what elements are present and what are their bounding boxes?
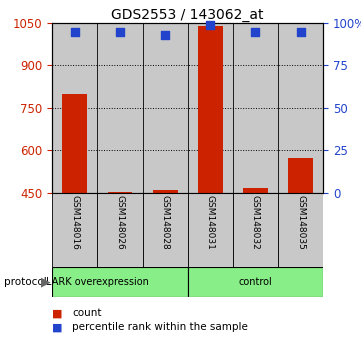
Bar <box>143 23 188 193</box>
Bar <box>198 26 223 193</box>
Text: GSM148032: GSM148032 <box>251 195 260 250</box>
Text: GSM148031: GSM148031 <box>206 195 215 250</box>
Text: control: control <box>239 277 272 287</box>
Text: GSM148016: GSM148016 <box>70 195 79 250</box>
Bar <box>97 23 143 193</box>
Text: LARK overexpression: LARK overexpression <box>46 277 149 287</box>
Point <box>117 29 123 34</box>
Text: protocol: protocol <box>4 277 46 287</box>
Text: ■: ■ <box>52 308 63 318</box>
Text: GSM148035: GSM148035 <box>296 195 305 250</box>
Bar <box>52 193 97 267</box>
Bar <box>97 193 143 267</box>
Bar <box>143 193 188 267</box>
Bar <box>243 188 268 193</box>
Text: percentile rank within the sample: percentile rank within the sample <box>72 322 248 332</box>
Bar <box>233 23 278 193</box>
Text: GSM148026: GSM148026 <box>116 195 125 250</box>
Text: GSM148028: GSM148028 <box>161 195 170 250</box>
Point <box>253 29 258 34</box>
Point <box>298 29 304 34</box>
Text: count: count <box>72 308 102 318</box>
Bar <box>62 94 87 193</box>
Bar <box>188 267 323 297</box>
Text: ■: ■ <box>52 322 63 332</box>
Text: ▶: ▶ <box>42 276 51 289</box>
Point <box>72 29 78 34</box>
Bar <box>278 23 323 193</box>
Point <box>162 32 168 38</box>
Bar <box>288 158 313 193</box>
Bar <box>278 193 323 267</box>
Bar <box>188 23 233 193</box>
Bar <box>233 193 278 267</box>
Point <box>207 22 213 28</box>
Bar <box>153 190 178 193</box>
Bar <box>52 267 188 297</box>
Bar <box>108 192 132 193</box>
Title: GDS2553 / 143062_at: GDS2553 / 143062_at <box>112 8 264 22</box>
Bar <box>188 193 233 267</box>
Bar <box>52 23 97 193</box>
